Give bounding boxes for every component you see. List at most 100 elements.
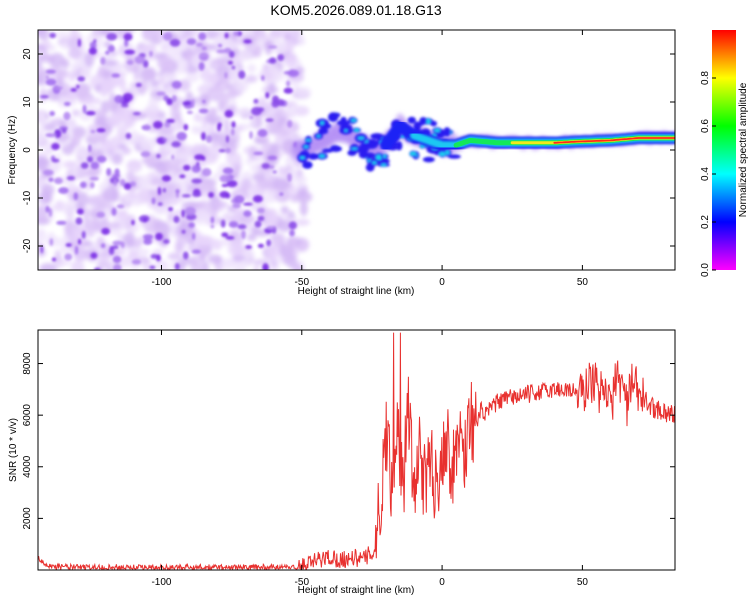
noise-peak (257, 216, 265, 221)
noise-peak (198, 108, 209, 114)
noise-peak (96, 211, 105, 218)
noise-peak (113, 264, 122, 270)
noise-peak (245, 245, 253, 249)
noise-peak (76, 84, 80, 89)
noise-peak (121, 103, 129, 108)
noise-peak (254, 220, 262, 228)
snr-xtick-label: 0 (439, 577, 445, 588)
signal-blob-core (445, 150, 450, 155)
noise-peak (191, 232, 196, 240)
noise-blob (205, 114, 223, 125)
noise-peak (166, 98, 173, 106)
noise-peak (183, 164, 191, 171)
noise-peak (198, 32, 207, 41)
noise-peak (76, 208, 84, 215)
noise-peak (49, 32, 56, 39)
snr-ytick-label: 8000 (22, 352, 33, 375)
noise-peak (77, 238, 82, 245)
noise-blob (175, 241, 183, 252)
noise-peak (267, 155, 278, 161)
noise-blob (181, 144, 194, 155)
noise-peak (277, 99, 285, 107)
snr-series-line (38, 332, 675, 570)
noise-blob (274, 190, 291, 203)
noise-blob (260, 95, 267, 108)
noise-peak (268, 45, 278, 49)
noise-peak (225, 135, 230, 143)
noise-peak (210, 224, 215, 229)
noise-peak (266, 239, 272, 247)
colorbar-tick-label: 0.8 (700, 71, 711, 85)
snr-ytick-label: 6000 (22, 404, 33, 427)
noise-peak (85, 110, 96, 116)
noise-peak (224, 32, 229, 39)
noise-blob (62, 201, 77, 217)
noise-peak (105, 50, 110, 55)
noise-peak (198, 52, 209, 61)
noise-peak (243, 39, 252, 44)
spectrogram-ytick-label: 10 (22, 96, 33, 108)
noise-peak (221, 183, 229, 188)
noise-peak (45, 69, 57, 74)
noise-peak (220, 219, 226, 228)
noise-peak (171, 94, 177, 103)
noise-blob (164, 158, 180, 169)
noise-peak (89, 176, 99, 181)
noise-blob (118, 209, 129, 222)
noise-blob (38, 228, 47, 242)
noise-blob (279, 243, 295, 259)
signal-blob-core (318, 154, 326, 158)
noise-peak (191, 178, 203, 184)
noise-blob (127, 250, 139, 261)
noise-blob (292, 264, 304, 270)
snr-ytick-label: 4000 (22, 455, 33, 478)
noise-peak (90, 161, 99, 170)
noise-peak (123, 33, 133, 41)
noise-peak (156, 153, 161, 159)
noise-blob (265, 192, 277, 204)
signal-blob (308, 153, 319, 160)
signal-blob (448, 154, 461, 159)
noise-peak (124, 38, 129, 47)
snr-ylabel: SNR (10 * v/v) (8, 418, 19, 482)
noise-peak (224, 47, 232, 54)
noise-blob (107, 148, 115, 156)
noise-peak (231, 121, 236, 128)
noise-peak (208, 192, 214, 198)
noise-blob (38, 67, 47, 75)
noise-blob (185, 91, 193, 99)
noise-peak (257, 207, 265, 214)
noise-peak (272, 170, 277, 174)
noise-blob (122, 147, 132, 155)
signal-blob (327, 112, 339, 122)
noise-peak (48, 208, 53, 218)
signal-blob-core (409, 151, 417, 156)
noise-peak (123, 182, 132, 190)
noise-peak (287, 120, 293, 128)
noise-blob (288, 104, 297, 119)
noise-blob (160, 71, 178, 81)
noise-blob (156, 56, 175, 71)
noise-peak (253, 98, 259, 104)
noise-blob (206, 72, 221, 84)
noise-peak (265, 91, 270, 99)
noise-blob (183, 30, 194, 40)
noise-blob (99, 81, 109, 98)
noise-blob (208, 124, 217, 134)
snr-ytick-label: 2000 (22, 507, 33, 530)
noise-peak (283, 87, 293, 94)
signal-blob-core (350, 147, 358, 150)
noise-peak (51, 158, 60, 163)
noise-blob (61, 58, 70, 69)
noise-blob (39, 263, 58, 270)
spectrogram-xtick-label: 50 (577, 277, 589, 288)
noise-peak (182, 101, 192, 106)
noise-peak (257, 129, 268, 138)
noise-peak (129, 181, 136, 187)
noise-blob (222, 212, 232, 223)
noise-peak (49, 238, 54, 246)
snr-xtick-label: -50 (295, 577, 310, 588)
noise-peak (249, 130, 253, 140)
noise-peak (53, 86, 63, 90)
